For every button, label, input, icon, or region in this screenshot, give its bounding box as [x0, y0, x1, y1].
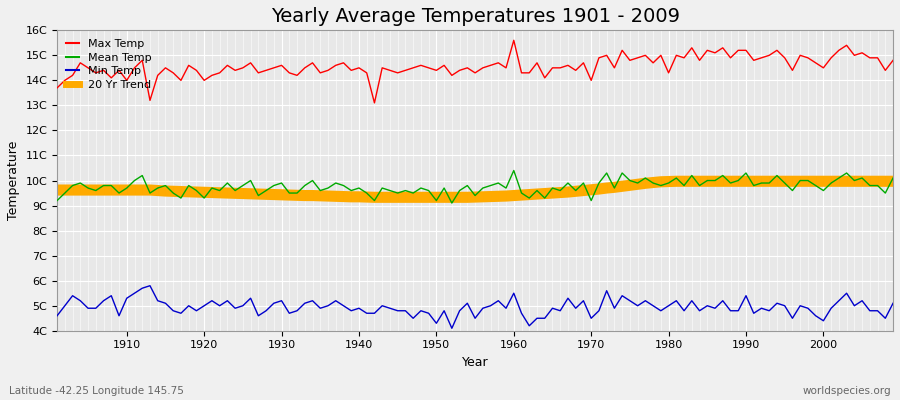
Legend: Max Temp, Mean Temp, Min Temp, 20 Yr Trend: Max Temp, Mean Temp, Min Temp, 20 Yr Tre… — [63, 36, 155, 93]
Text: worldspecies.org: worldspecies.org — [803, 386, 891, 396]
Text: Latitude -42.25 Longitude 145.75: Latitude -42.25 Longitude 145.75 — [9, 386, 184, 396]
Title: Yearly Average Temperatures 1901 - 2009: Yearly Average Temperatures 1901 - 2009 — [271, 7, 680, 26]
Y-axis label: Temperature: Temperature — [7, 141, 20, 220]
X-axis label: Year: Year — [462, 356, 489, 369]
